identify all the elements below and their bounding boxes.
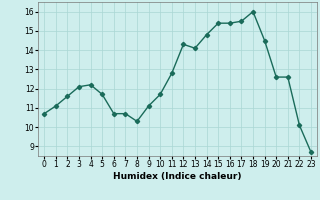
X-axis label: Humidex (Indice chaleur): Humidex (Indice chaleur) (113, 172, 242, 181)
